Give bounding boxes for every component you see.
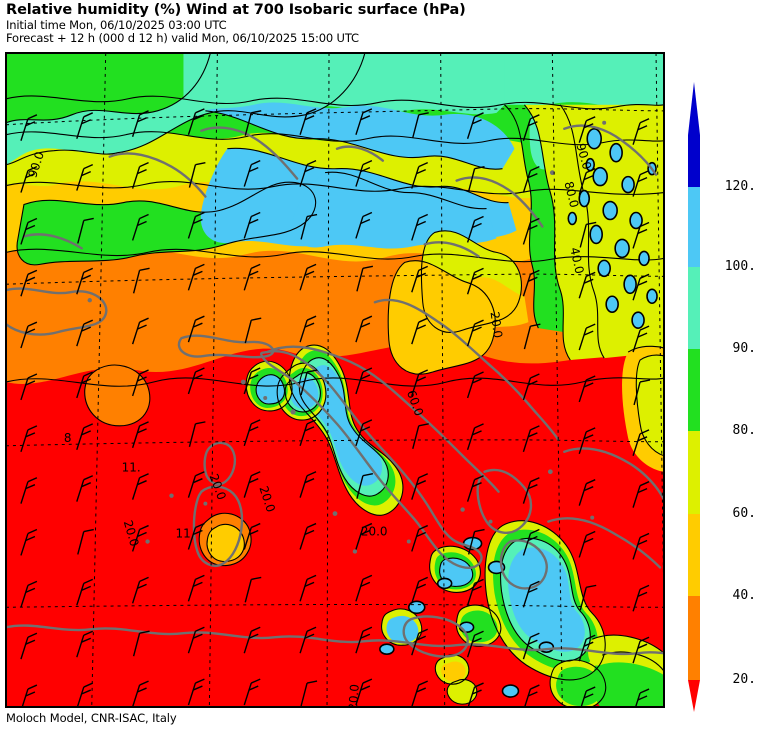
band-60-80 [688, 431, 700, 514]
contour-label: 20.0 [361, 525, 388, 539]
colorbar-tick-100: 100. [724, 259, 756, 274]
contour-label: 11 [175, 527, 190, 541]
band-100-120 [688, 187, 700, 267]
colorbar-tick-80: 80. [732, 423, 756, 438]
initial-time-line: Initial time Mon, 06/10/2025 03:00 UTC [6, 18, 227, 32]
header-text-block: Relative humidity (%) Wind at 700 Isobar… [6, 2, 686, 44]
model-credit: Moloch Model, CNR-ISAC, Italy [6, 711, 177, 725]
colorbar-swatches [688, 82, 700, 712]
band-40-60 [688, 514, 700, 596]
contour-label: 8 [64, 431, 72, 445]
contour-label: 11. [122, 461, 141, 475]
band-20-40 [688, 596, 700, 680]
colorbar-bottom-arrow [688, 680, 700, 712]
band-over-120 [688, 135, 700, 187]
contour-label: 80.0 [561, 180, 581, 209]
colorbar-tick-20: 20. [732, 672, 756, 687]
colorbar-tick-40: 40. [732, 588, 756, 603]
colorbar: 120. 100. 90. 80. 60. 40. 20. [680, 52, 756, 712]
colorbar-top-arrow [688, 82, 700, 135]
band-80-90 [688, 349, 700, 431]
relative-humidity-contour-map: 90.0 80.0 40.0 90.0 60.0 11. 20.0 20.0 2… [6, 53, 664, 707]
colorbar-tick-120: 120. [724, 179, 756, 194]
forecast-valid-line: Forecast + 12 h (000 d 12 h) valid Mon, … [6, 30, 359, 45]
colorbar-tick-60: 60. [732, 506, 756, 521]
contour-label: 20.0 [488, 311, 506, 339]
colorbar-tick-90: 90. [732, 341, 756, 356]
contour-label: 40.0 [567, 246, 586, 275]
band-90-100 [688, 267, 700, 349]
map-plot-area[interactable]: 90.0 80.0 40.0 90.0 60.0 11. 20.0 20.0 2… [5, 52, 665, 708]
page-title: Relative humidity (%) Wind at 700 Isobar… [6, 2, 466, 18]
